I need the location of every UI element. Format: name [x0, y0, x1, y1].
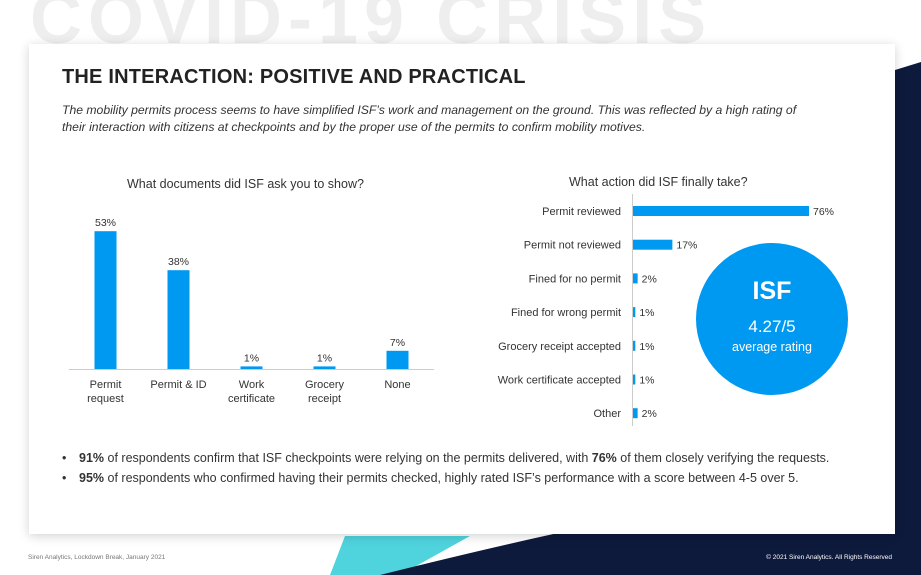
bar [633, 408, 638, 419]
finding-text: of them closely verifying the requests. [616, 451, 830, 465]
badge-caption: average rating [732, 340, 812, 354]
teal-shape [330, 536, 470, 575]
data-label: 17% [676, 240, 697, 252]
category-label: Work [239, 379, 265, 391]
finding-highlight: 76% [591, 451, 617, 465]
actions-bar-chart: Permit reviewed 76% Permit not reviewed 17%… [498, 194, 834, 426]
slide-title: THE INTERACTION: POSITIVE AND PRACTICAL [62, 66, 526, 88]
data-label: 1% [317, 352, 332, 364]
data-label: 38% [168, 256, 189, 268]
key-findings-list: • 91% of respondents confirm that ISF ch… [62, 451, 842, 491]
actions-chart-title: What action did ISF finally take? [569, 175, 748, 189]
category-label: Permit [90, 379, 122, 391]
badge-title: ISF [752, 277, 792, 305]
category-label: Permit & ID [150, 379, 206, 391]
bar [386, 350, 409, 369]
category-label: Grocery [305, 379, 345, 391]
slide-subtitle: The mobility permits process seems to ha… [62, 103, 797, 134]
documents-chart-title: What documents did ISF ask you to show? [127, 177, 364, 191]
data-label: 2% [642, 273, 657, 285]
finding-item: • 91% of respondents confirm that ISF ch… [62, 451, 842, 466]
bar [94, 231, 117, 369]
bar [633, 239, 673, 250]
isf-rating-badge: ISF 4.27/5 average rating [696, 243, 848, 395]
category-label: Work certificate accepted [498, 375, 621, 387]
finding-text: of respondents confirm that ISF checkpoi… [104, 451, 592, 465]
finding-highlight: 91% [79, 451, 105, 465]
footer-source: Siren Analytics, Lockdown Break, January… [28, 554, 166, 561]
bar [313, 366, 336, 369]
bar [633, 374, 636, 385]
bar [633, 307, 636, 318]
finding-item: • 95% of respondents who confirmed havin… [62, 471, 842, 486]
category-label: request [87, 393, 124, 405]
data-label: 7% [390, 337, 405, 349]
category-label: Fined for wrong permit [511, 307, 621, 319]
finding-text: of respondents who confirmed having thei… [104, 471, 799, 485]
bar [633, 206, 809, 216]
bar [167, 270, 190, 369]
category-label: receipt [308, 393, 341, 405]
data-label: 1% [639, 307, 654, 319]
data-label: 2% [642, 408, 657, 420]
bar [240, 366, 263, 369]
category-label: Grocery receipt accepted [498, 341, 621, 353]
bullet-dot: • [62, 471, 67, 485]
bar [633, 273, 638, 284]
bar [633, 340, 636, 351]
badge-score: 4.27/5 [748, 317, 796, 336]
data-label: 1% [244, 352, 259, 364]
category-label: Permit not reviewed [524, 240, 621, 252]
category-label: Permit reviewed [542, 206, 621, 218]
data-label: 76% [813, 206, 834, 218]
category-label: certificate [228, 393, 275, 405]
data-label: 1% [639, 341, 654, 353]
data-label: 1% [639, 375, 654, 387]
finding-highlight: 95% [79, 471, 105, 485]
category-label: None [384, 379, 410, 391]
bullet-dot: • [62, 451, 67, 465]
data-label: 53% [95, 217, 116, 229]
category-label: Other [593, 408, 621, 420]
content-card: THE INTERACTION: POSITIVE AND PRACTICAL … [29, 44, 895, 534]
footer-copyright: © 2021 Siren Analytics. All Rights Reser… [766, 554, 892, 561]
documents-bar-chart: 53% Permit request 38% Permit & ID 1% Work cert… [69, 217, 434, 405]
category-label: Fined for no permit [529, 273, 621, 285]
